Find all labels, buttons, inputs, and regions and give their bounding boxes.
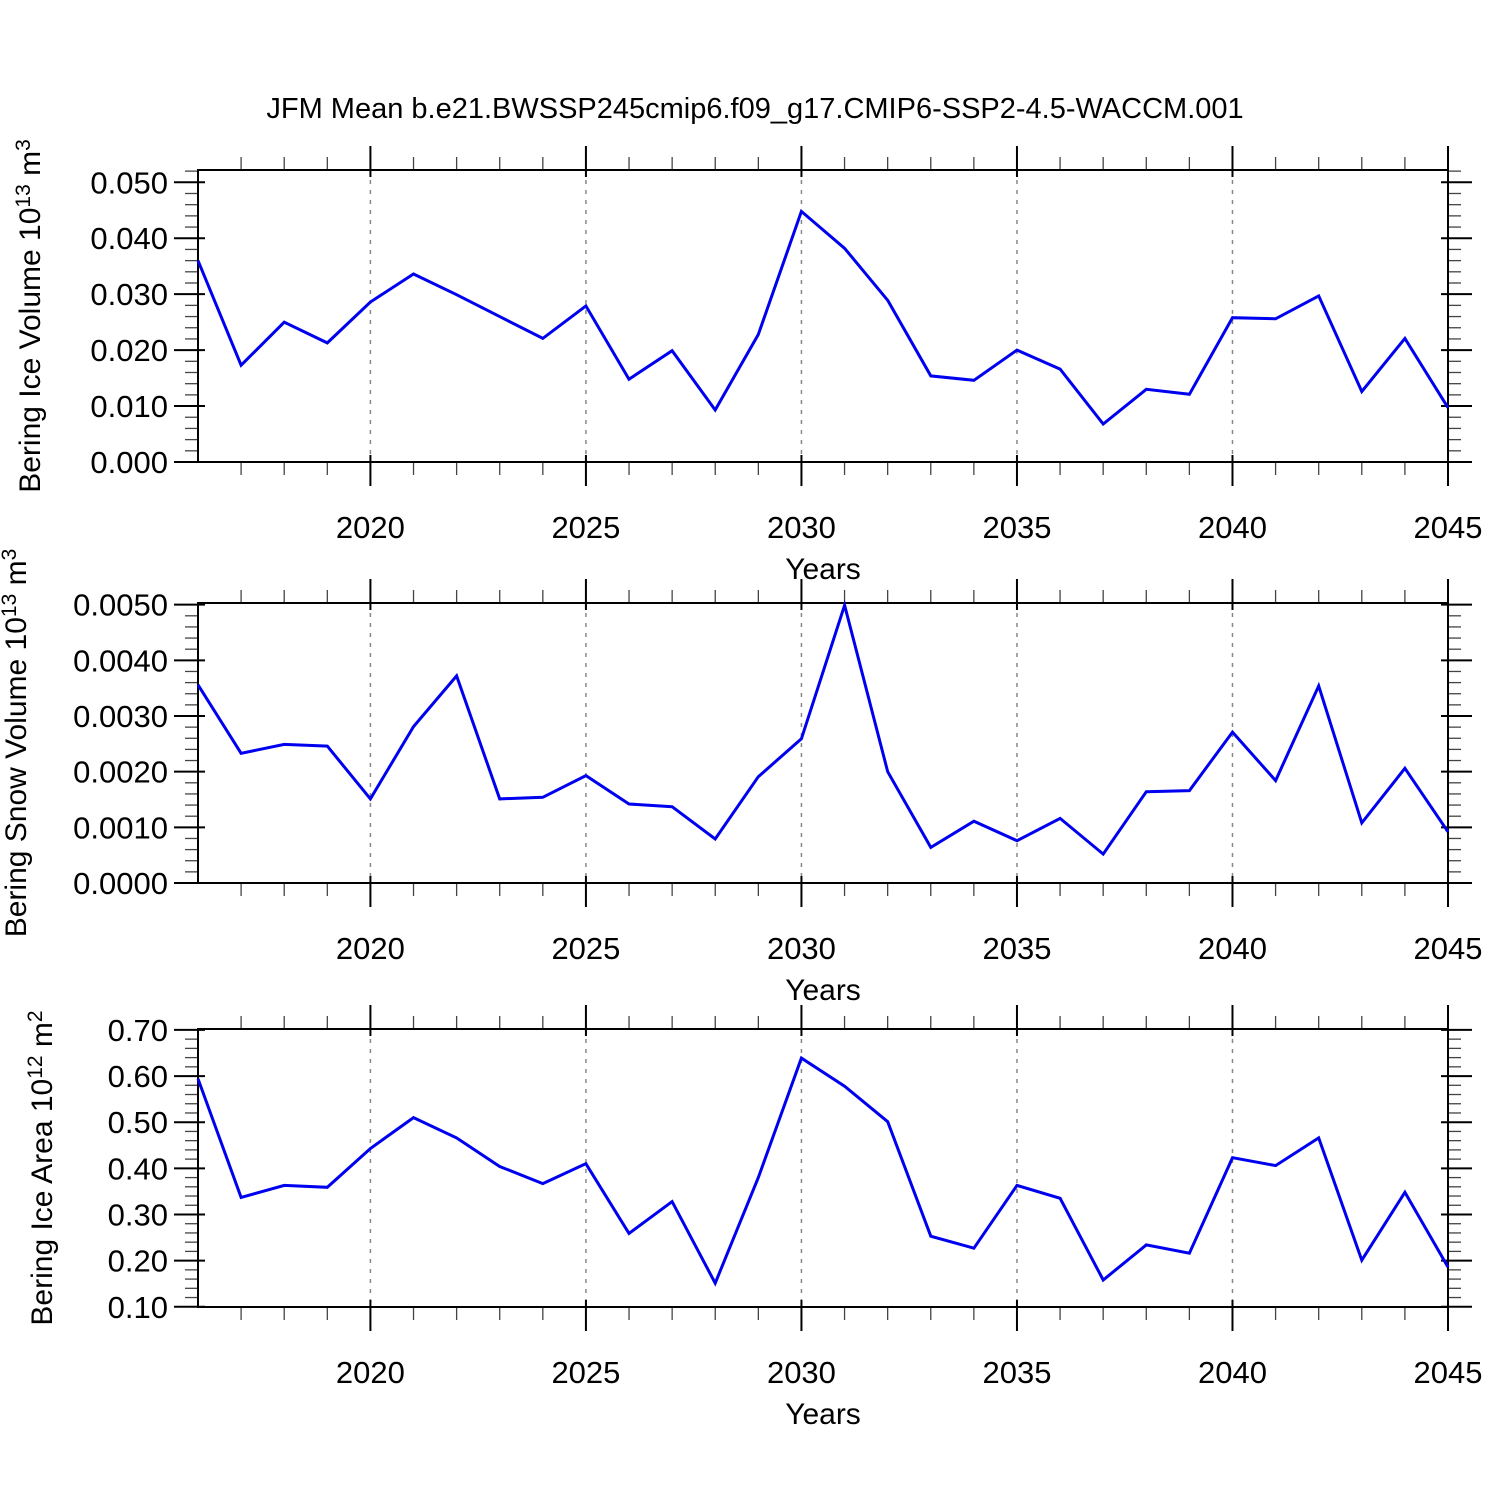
x-major-ticks: [369, 146, 1449, 486]
x-axis-label: Years: [785, 553, 861, 586]
y-minor-ticks: [185, 170, 1461, 452]
x-tick-label: 2035: [982, 510, 1051, 545]
y-tick-label: 0.10: [108, 1290, 168, 1325]
y-tick-label: 0.30: [108, 1197, 168, 1232]
y-tick-label: 0.0050: [73, 588, 168, 623]
y-minor-ticks: [185, 615, 1461, 873]
y-axis-label: Bering Snow Volume 1013 m3: [0, 549, 33, 938]
y-tick-label: 0.040: [90, 221, 168, 256]
y-tick-label: 0.70: [108, 1013, 168, 1048]
x-tick-label: 2025: [551, 931, 620, 966]
series-line-bering-snow-volume: [196, 599, 1450, 857]
x-major-ticks: [369, 1005, 1449, 1331]
y-tick-label: 0.0040: [73, 643, 168, 678]
x-tick-label: 2040: [1198, 931, 1267, 966]
plot-frame: [197, 169, 1449, 463]
y-tick-label: 0.0020: [73, 755, 168, 790]
y-tick-label: 0.0000: [73, 866, 168, 901]
x-tick-label: 2035: [982, 931, 1051, 966]
y-tick-label: 0.0030: [73, 699, 168, 734]
x-minor-ticks: [240, 590, 1406, 896]
series-line-bering-ice-volume: [196, 208, 1450, 427]
x-minor-ticks: [240, 157, 1406, 475]
y-tick-label: 0.010: [90, 389, 168, 424]
y-tick-label: 0.50: [108, 1105, 168, 1140]
y-tick-label: 0.40: [108, 1151, 168, 1186]
y-axis-label: Bering Ice Volume 1013 m3: [12, 139, 47, 493]
x-tick-label: 2045: [1414, 931, 1483, 966]
y-minor-ticks: [185, 1038, 1461, 1299]
x-gridlines: [369, 603, 1234, 883]
panels-group: 2020 2025 2030 2035 2040 2045 0.000 0.010 0.020 0…: [0, 139, 1482, 1431]
y-major-ticks: [174, 181, 1472, 463]
x-tick-label: 2045: [1414, 1355, 1483, 1390]
y-axis-label: Bering Ice Area 1012 m2: [24, 1010, 59, 1325]
y-tick-label: 0.000: [90, 445, 168, 480]
y-tick-label: 0.050: [90, 165, 168, 200]
x-tick-label: 2045: [1414, 510, 1483, 545]
x-tick-label: 2040: [1198, 510, 1267, 545]
y-tick-label: 0.020: [90, 333, 168, 368]
y-tick-label: 0.20: [108, 1244, 168, 1279]
x-tick-label: 2020: [336, 1355, 405, 1390]
x-tick-label: 2020: [336, 931, 405, 966]
x-gridlines: [369, 1029, 1234, 1307]
y-major-ticks: [174, 603, 1472, 884]
x-tick-label: 2020: [336, 510, 405, 545]
panel-bering-ice-volume: 2020 2025 2030 2035 2040 2045 0.000 0.010 0.020 0…: [12, 139, 1482, 586]
x-major-ticks: [369, 579, 1449, 907]
x-tick-label: 2035: [982, 1355, 1051, 1390]
x-gridlines: [369, 170, 1234, 462]
x-tick-label: 2025: [551, 510, 620, 545]
y-tick-label: 0.60: [108, 1059, 168, 1094]
x-tick-label: 2040: [1198, 1355, 1267, 1390]
x-axis-label: Years: [785, 1398, 861, 1431]
plot-frame: [197, 602, 1449, 884]
panel-bering-ice-area: 2020 2025 2030 2035 2040 2045 0.10 0.20 0.30 0.40…: [24, 1005, 1482, 1431]
x-minor-ticks: [240, 1016, 1406, 1320]
x-tick-label: 2025: [551, 1355, 620, 1390]
series-line-bering-ice-area: [196, 1055, 1450, 1287]
x-tick-label: 2030: [767, 931, 836, 966]
x-axis-label: Years: [785, 974, 861, 1007]
y-tick-label: 0.0010: [73, 810, 168, 845]
x-tick-label: 2030: [767, 1355, 836, 1390]
panel-bering-snow-volume: 2020 2025 2030 2035 2040 2045 0.0000 0.0010 0.00…: [0, 549, 1482, 1007]
y-tick-label: 0.030: [90, 277, 168, 312]
chart-title: JFM Mean b.e21.BWSSP245cmip6.f09_g17.CMI…: [266, 93, 1243, 125]
x-tick-label: 2030: [767, 510, 836, 545]
plot-frame: [197, 1028, 1449, 1308]
